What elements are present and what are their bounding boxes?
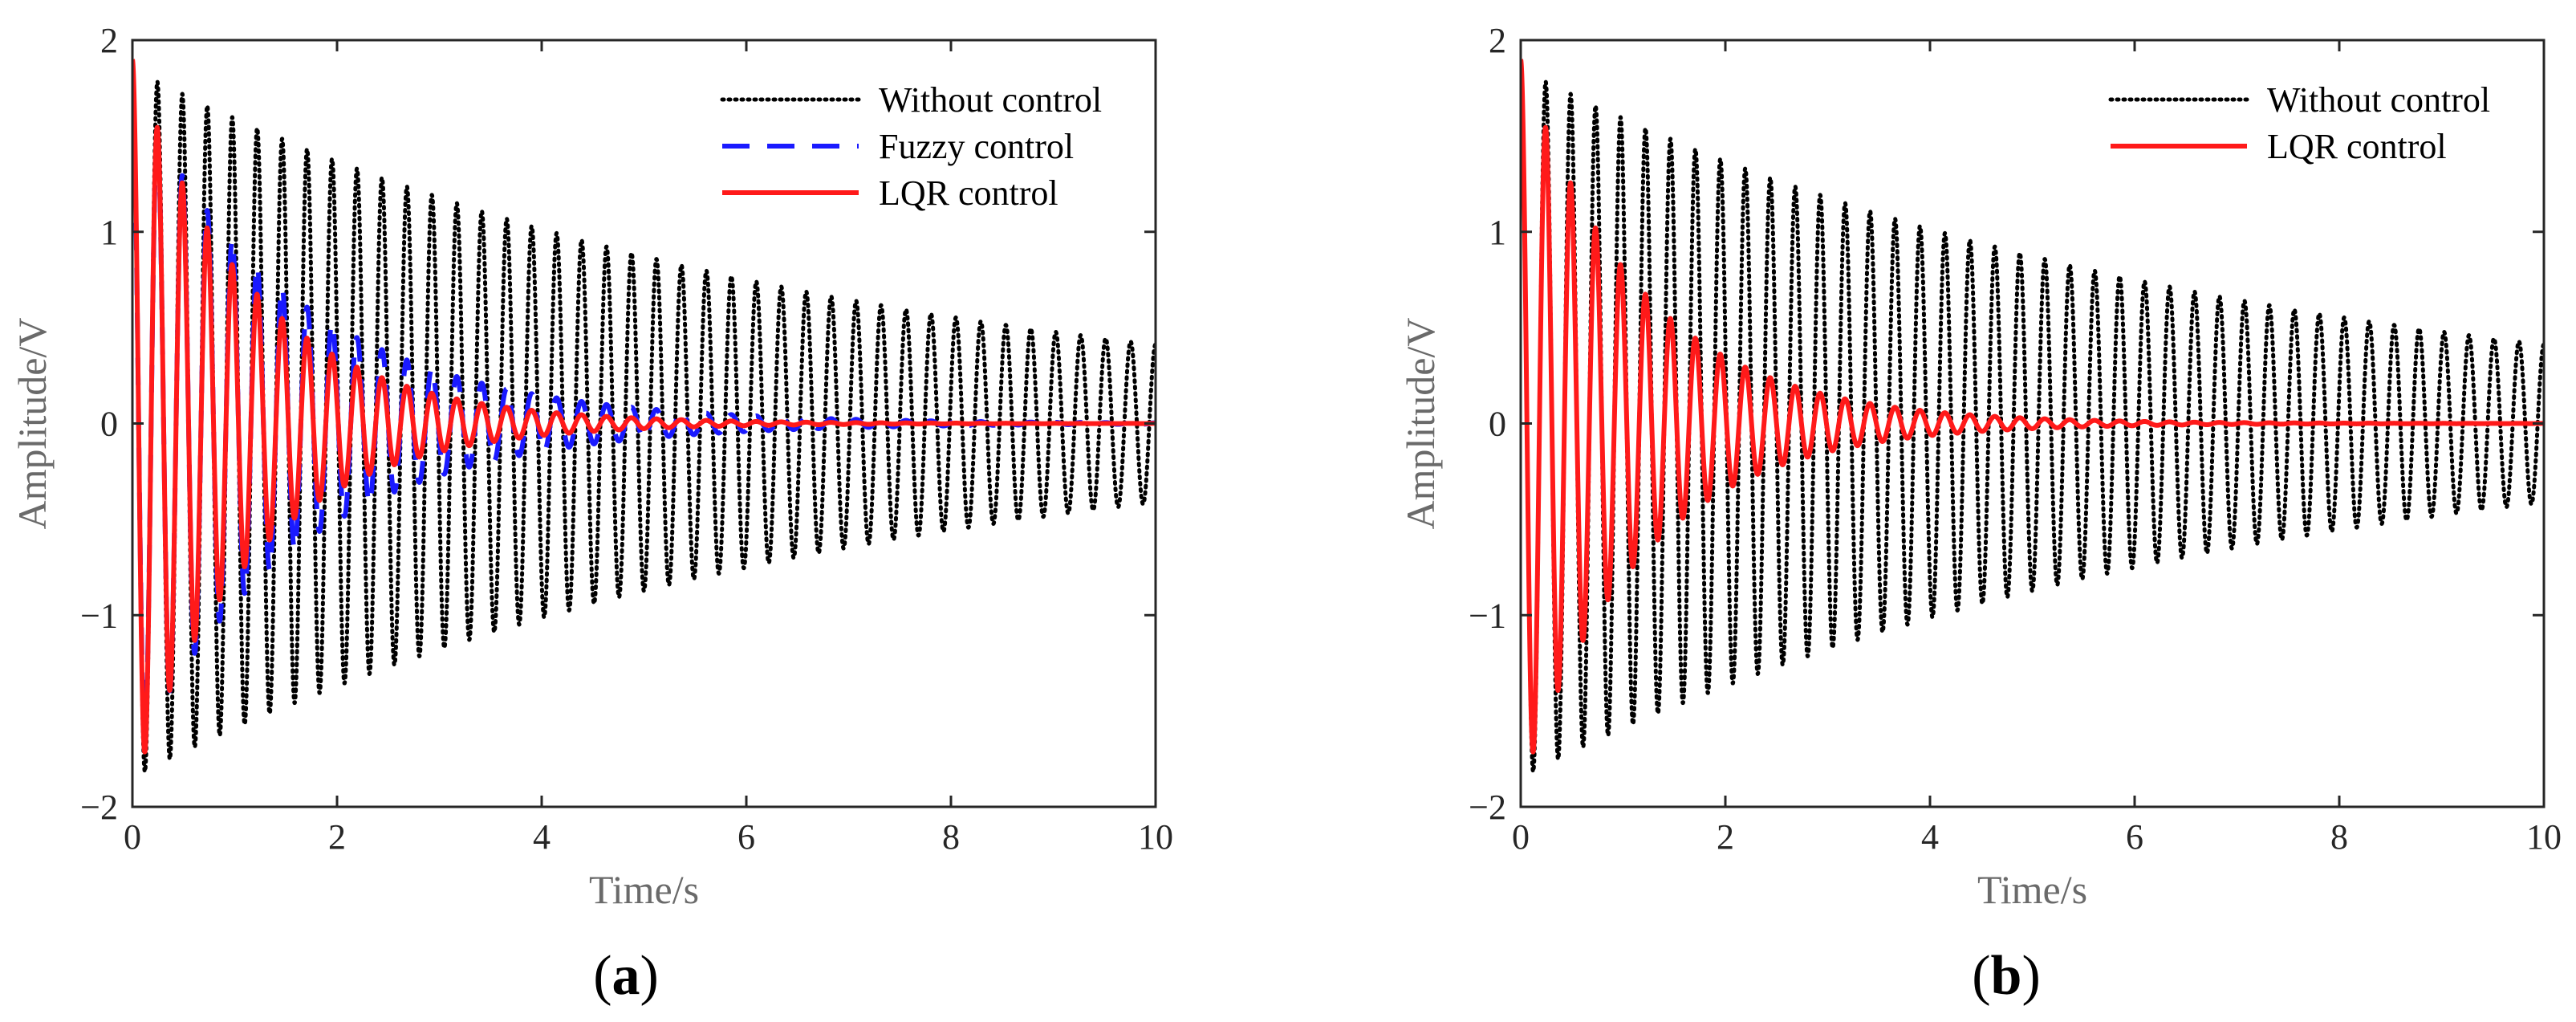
y-tick-label: −2 <box>80 788 118 827</box>
legend: Without control LQR control <box>2108 80 2490 166</box>
x-tick-label: 10 <box>2526 817 2562 857</box>
y-tick-label: 2 <box>100 21 118 60</box>
x-tick-label: 6 <box>737 817 755 857</box>
series-group <box>1521 58 2544 774</box>
legend-entry-label: Without control <box>879 80 1102 120</box>
panel-label: (a) <box>593 945 659 1007</box>
y-tick-label: −2 <box>1469 788 1506 827</box>
series-line-lqr-control <box>1521 58 2544 755</box>
legend-entry-label: Without control <box>2267 80 2490 120</box>
x-tick-label: 8 <box>2330 817 2348 857</box>
legend: Without control Fuzzy control LQR control <box>720 80 1102 213</box>
y-tick-label: −1 <box>1469 596 1506 635</box>
y-tick-label: 2 <box>1489 21 1506 60</box>
x-tick-label: 10 <box>1138 817 1173 857</box>
series-group <box>132 58 1156 774</box>
x-tick-label: 6 <box>2126 817 2143 857</box>
x-tick-label: 0 <box>1512 817 1530 857</box>
chart-panel-a: 0 2 4 6 8 10 −2 −1 0 1 2 Time/s Amplitude/V Without c… <box>10 21 1173 1007</box>
x-axis-label: Time/s <box>1977 867 2087 912</box>
y-axis-label: Amplitude/V <box>1398 318 1443 530</box>
x-tick-label: 4 <box>1921 817 1939 857</box>
y-tick-label: −1 <box>80 596 118 635</box>
y-axis-label: Amplitude/V <box>10 318 55 530</box>
y-tick-label: 1 <box>1489 213 1506 252</box>
x-tick-label: 2 <box>328 817 346 857</box>
x-tick-label: 0 <box>124 817 141 857</box>
legend-entry-label: LQR control <box>879 173 1058 213</box>
chart-panel-b: 0 2 4 6 8 10 −2 −1 0 1 2 Time/s Amplitude/V Without c… <box>1398 21 2562 1007</box>
y-tick-label: 0 <box>1489 405 1506 444</box>
y-tick-label: 0 <box>100 405 118 444</box>
x-tick-label: 4 <box>533 817 551 857</box>
legend-entry-label: Fuzzy control <box>879 127 1074 166</box>
panel-label: (b) <box>1972 945 2041 1007</box>
y-tick-label: 1 <box>100 213 118 252</box>
x-axis-label: Time/s <box>589 867 699 912</box>
x-tick-label: 8 <box>942 817 960 857</box>
series-line-without-control <box>132 67 1156 774</box>
series-line-without-control <box>1521 67 2544 774</box>
series-line-lqr-control <box>132 58 1156 755</box>
legend-entry-label: LQR control <box>2267 127 2447 166</box>
x-tick-label: 2 <box>1717 817 1734 857</box>
